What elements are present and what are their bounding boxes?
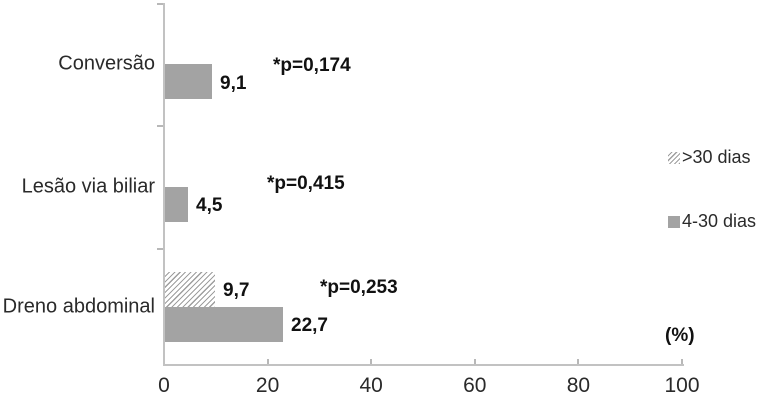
value-label-0-1: 9,1 <box>220 72 247 94</box>
bar-hatched-2 <box>165 271 215 307</box>
x-axis-unit-label: (%) <box>665 325 695 346</box>
category-label-2: Dreno abdominal <box>2 295 155 317</box>
value-label-2-1: 22,7 <box>291 315 328 336</box>
y-axis-line <box>163 3 165 366</box>
legend-label: 4-30 dias <box>682 211 757 231</box>
bar-solid-1 <box>165 186 188 222</box>
x-axis-tick-label-60: 60 <box>463 374 487 397</box>
x-axis-tick-label-80: 80 <box>566 374 591 397</box>
x-axis-tick-60 <box>473 359 476 364</box>
x-axis-line <box>163 364 684 366</box>
x-axis-tick-label-0: 0 <box>158 374 170 397</box>
hatched-swatch-icon <box>668 151 680 164</box>
p-value-annotation-0: *p=0,174 <box>273 55 351 76</box>
x-axis-tick-100 <box>681 359 683 364</box>
y-axis-tick-2 <box>157 248 163 250</box>
bar-solid-0 <box>165 64 212 99</box>
x-axis-tick-80 <box>577 359 580 364</box>
y-axis-tick-1 <box>157 125 163 127</box>
value-label-1-1: 4,5 <box>196 195 223 216</box>
solid-swatch-icon <box>668 215 680 228</box>
x-axis-tick-20 <box>266 359 269 364</box>
x-axis-tick-40 <box>370 359 373 364</box>
legend-item-4-30-dias: 4-30 dias <box>668 211 756 232</box>
x-axis-tick-label-100: 100 <box>664 374 700 397</box>
category-label-0: Conversão <box>58 52 155 75</box>
x-axis-tick-label-40: 40 <box>359 374 383 397</box>
legend-label: >30 dias <box>682 147 751 167</box>
x-axis-tick-label-20: 20 <box>255 374 280 397</box>
category-label-1: Lesão via biliar <box>21 175 155 197</box>
p-value-annotation-2: *p=0,253 <box>320 277 398 298</box>
value-label-2-0: 9,7 <box>223 280 250 301</box>
legend-item-gt30-dias: >30 dias <box>668 147 751 168</box>
y-axis-tick-0 <box>157 3 163 5</box>
bar-solid-2 <box>165 306 283 342</box>
p-value-annotation-1: *p=0,415 <box>267 173 345 194</box>
